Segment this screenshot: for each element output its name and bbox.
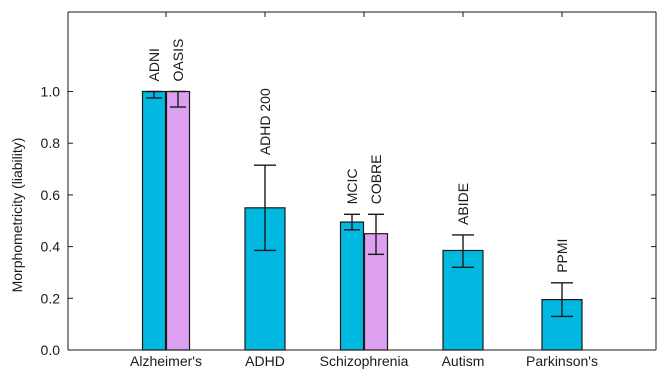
category-label: Parkinson's bbox=[526, 353, 598, 369]
y-tick-label: 0.6 bbox=[41, 187, 61, 203]
y-tick-label: 0.4 bbox=[41, 239, 61, 255]
bar bbox=[141, 90, 167, 351]
bar-label: ABIDE bbox=[455, 183, 471, 225]
y-tick-label: 0.0 bbox=[41, 342, 61, 358]
bar-label: ADHD 200 bbox=[257, 88, 273, 155]
category-label: ADHD bbox=[245, 353, 285, 369]
y-tick-label: 0.2 bbox=[41, 290, 61, 306]
y-axis-label: Morphometricity (liability) bbox=[9, 138, 25, 293]
bar-label: ADNI bbox=[146, 48, 162, 81]
bar-labels: ADNI OASIS ADHD 200 MCIC COBRE ABIDE PPMI bbox=[146, 39, 570, 273]
category-labels: Alzheimer's ADHD Schizophrenia Autism Parkin… bbox=[130, 353, 598, 369]
bar bbox=[165, 90, 191, 351]
bars bbox=[141, 90, 583, 351]
y-tick-label: 1.0 bbox=[41, 84, 61, 100]
category-label: Autism bbox=[442, 353, 485, 369]
bar-label: PPMI bbox=[554, 239, 570, 273]
axes: 0.0 0.2 0.4 0.6 0.8 1.0 bbox=[41, 11, 657, 358]
error-bars bbox=[146, 90, 573, 318]
y-tick-label: 0.8 bbox=[41, 135, 61, 151]
bar bbox=[339, 221, 365, 351]
bar-label: COBRE bbox=[368, 154, 384, 204]
category-label: Alzheimer's bbox=[130, 353, 202, 369]
bar-label: OASIS bbox=[170, 39, 186, 82]
category-label: Schizophrenia bbox=[320, 353, 409, 369]
bar-label: MCIC bbox=[344, 169, 360, 205]
